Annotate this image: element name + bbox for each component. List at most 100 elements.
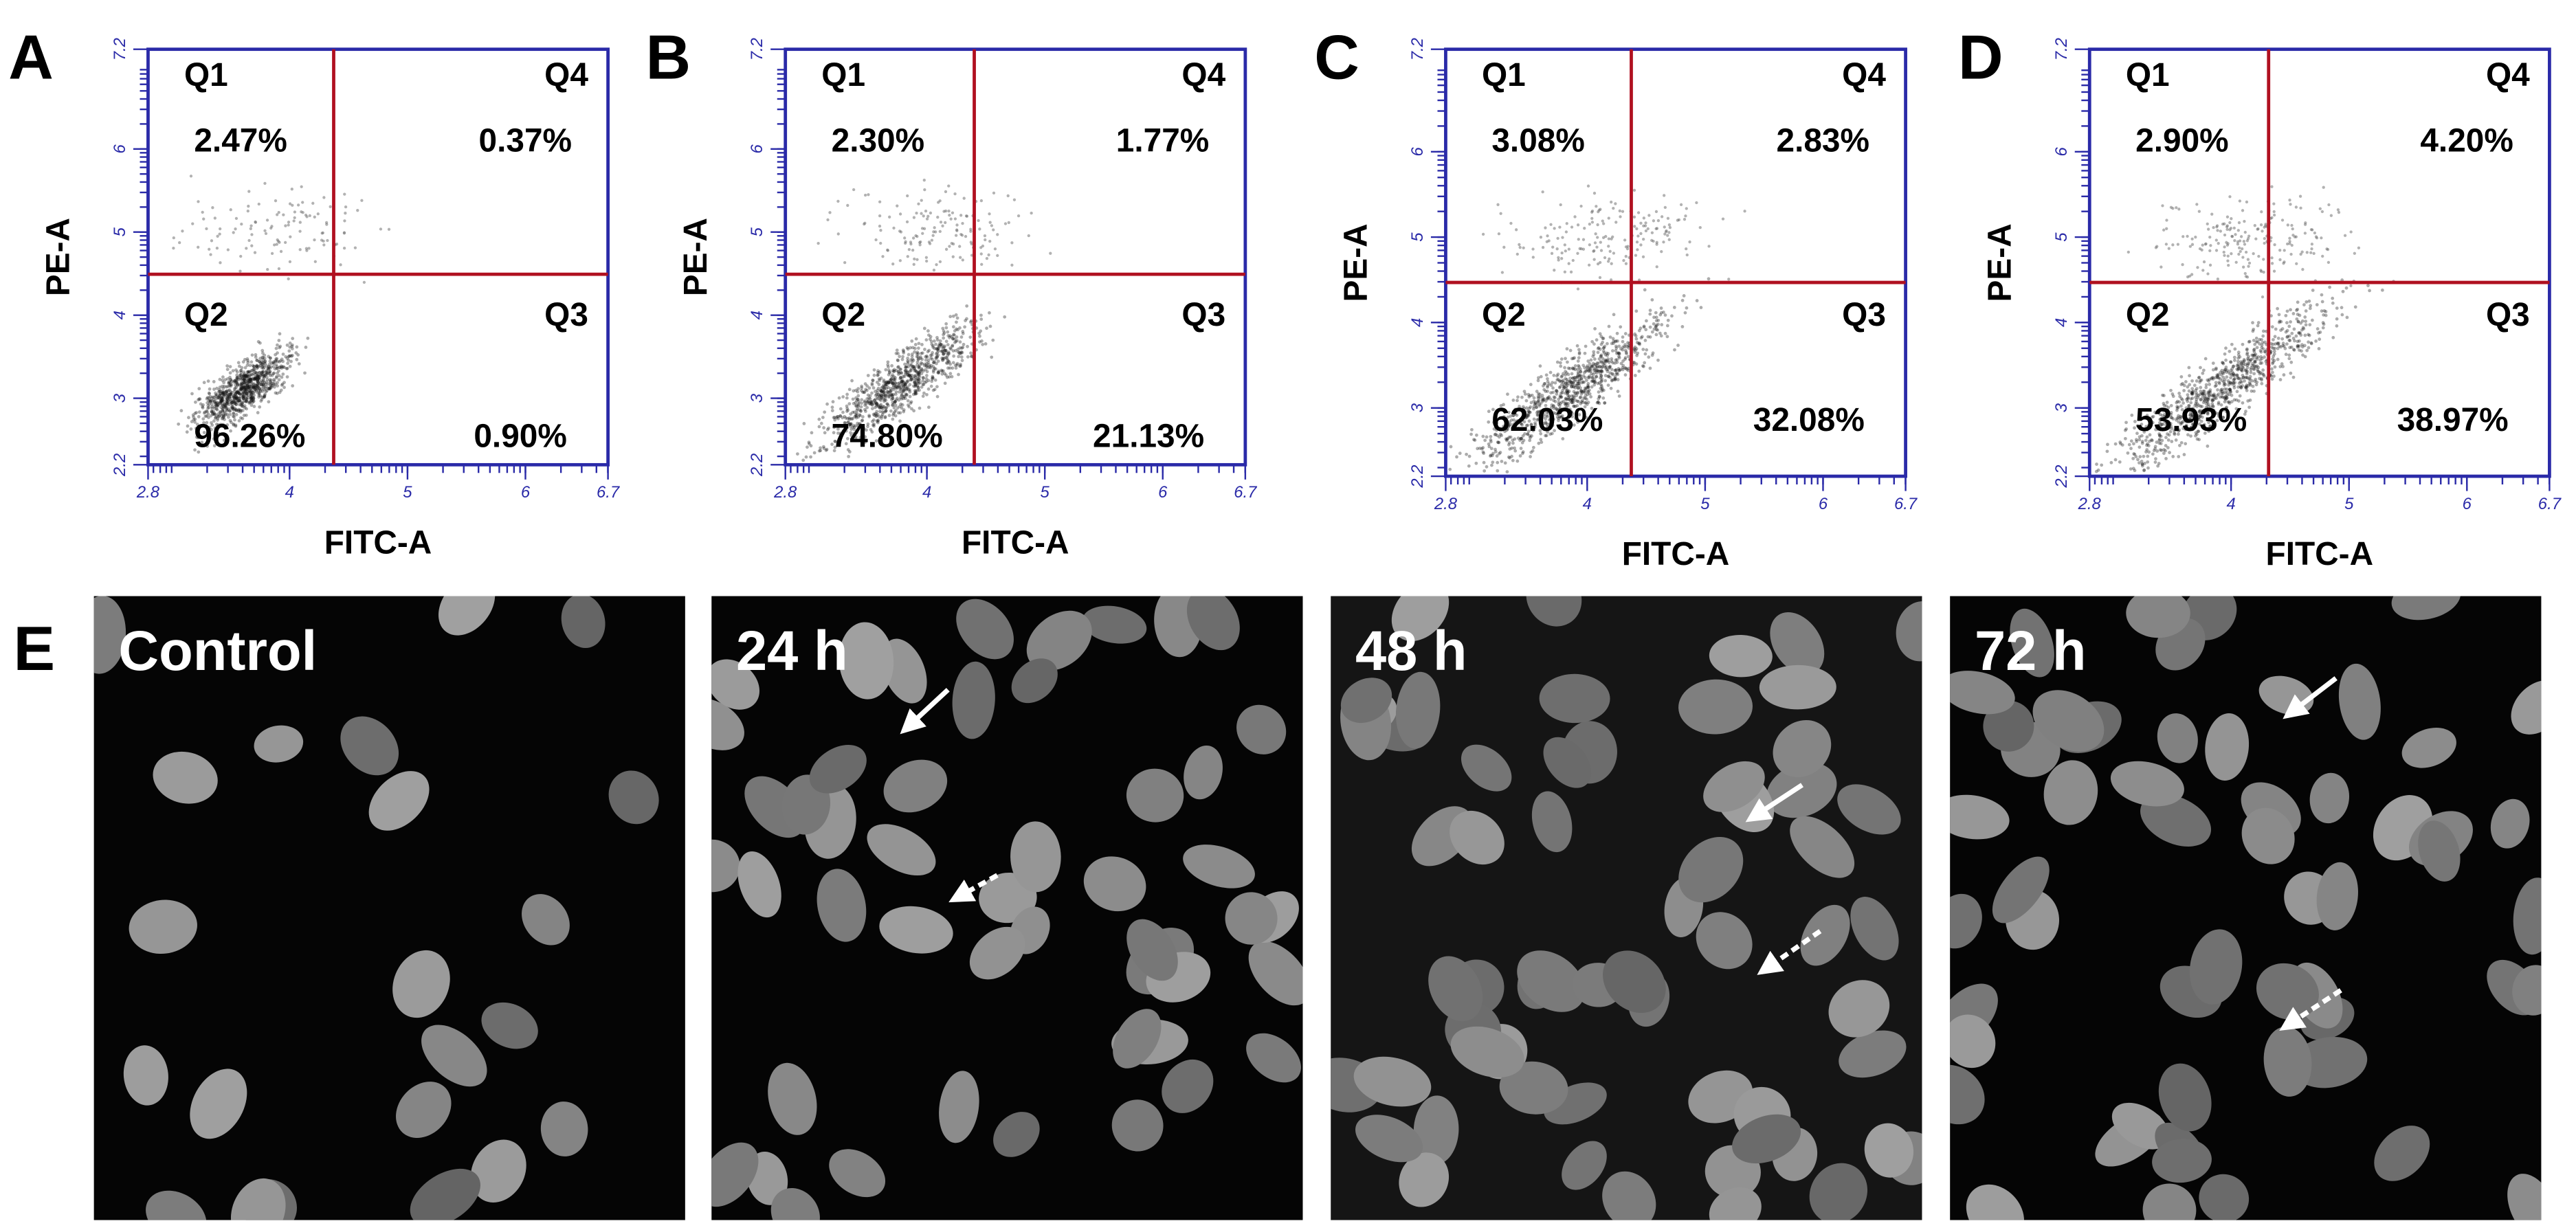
event-dot bbox=[916, 372, 920, 376]
event-dot bbox=[2256, 227, 2259, 231]
event-dot bbox=[269, 385, 274, 389]
event-dot bbox=[191, 222, 195, 225]
event-dot bbox=[241, 387, 245, 391]
event-dot bbox=[2223, 368, 2228, 372]
event-dot bbox=[860, 418, 865, 422]
event-dot bbox=[221, 399, 225, 403]
event-dot bbox=[878, 200, 882, 203]
x-tick-label: 6 bbox=[521, 483, 531, 502]
event-dot bbox=[897, 365, 900, 369]
event-dot bbox=[2320, 236, 2323, 240]
event-dot bbox=[913, 381, 918, 385]
event-dot bbox=[221, 407, 225, 410]
event-dot bbox=[205, 421, 209, 425]
event-dot bbox=[210, 396, 214, 400]
event-dot bbox=[250, 386, 254, 390]
event-dot bbox=[290, 188, 293, 191]
event-dot bbox=[1515, 252, 1519, 256]
event-dot bbox=[1596, 236, 1599, 239]
event-dot bbox=[1553, 396, 1557, 399]
event-dot bbox=[260, 348, 265, 353]
event-dot bbox=[2127, 443, 2131, 447]
event-dot bbox=[845, 396, 849, 400]
event-dot bbox=[254, 377, 258, 381]
event-dot bbox=[220, 398, 224, 402]
event-dot bbox=[1634, 254, 1638, 257]
event-dot bbox=[897, 390, 901, 394]
event-dot bbox=[245, 383, 249, 388]
event-dot bbox=[819, 421, 823, 425]
event-dot bbox=[2234, 233, 2237, 236]
event-dot bbox=[2304, 221, 2307, 225]
event-dot bbox=[190, 420, 194, 423]
event-dot bbox=[219, 405, 223, 410]
event-dot bbox=[245, 392, 249, 396]
event-dot bbox=[2283, 249, 2286, 252]
event-dot bbox=[942, 333, 945, 337]
event-dot bbox=[197, 450, 201, 454]
event-dot bbox=[2199, 385, 2203, 390]
event-dot bbox=[225, 385, 230, 388]
event-dot bbox=[2256, 324, 2260, 328]
event-dot bbox=[342, 232, 346, 235]
event-dot bbox=[844, 416, 848, 420]
event-dot bbox=[253, 251, 257, 254]
event-dot bbox=[1565, 347, 1569, 351]
event-dot bbox=[2263, 241, 2266, 245]
event-dot bbox=[214, 428, 218, 432]
event-dot bbox=[953, 192, 957, 196]
event-dot bbox=[2224, 358, 2228, 362]
event-dot bbox=[928, 365, 932, 369]
event-dot bbox=[1610, 378, 1614, 382]
event-dot bbox=[205, 409, 208, 413]
event-dot bbox=[233, 406, 237, 410]
event-dot bbox=[258, 370, 262, 374]
event-dot bbox=[247, 390, 250, 394]
event-dot bbox=[1577, 352, 1581, 356]
event-dot bbox=[225, 412, 230, 416]
event-dot bbox=[857, 400, 861, 404]
event-dot bbox=[243, 374, 247, 378]
event-dot bbox=[821, 445, 825, 449]
event-dot bbox=[2212, 225, 2215, 230]
event-dot bbox=[1596, 346, 1600, 350]
event-dot bbox=[2285, 328, 2289, 333]
event-dot bbox=[962, 197, 966, 200]
event-dot bbox=[1570, 372, 1574, 376]
event-dot bbox=[2270, 216, 2274, 219]
event-dot bbox=[2130, 413, 2134, 417]
event-dot bbox=[231, 414, 235, 418]
event-dot bbox=[877, 377, 881, 381]
event-dot bbox=[1663, 205, 1667, 210]
event-dot bbox=[2279, 328, 2283, 332]
event-dot bbox=[249, 389, 253, 392]
event-dot bbox=[2314, 235, 2318, 238]
quadrant-percent: 4.20% bbox=[2420, 123, 2513, 159]
event-dot bbox=[1546, 390, 1549, 393]
event-dot bbox=[181, 230, 184, 233]
event-dot bbox=[1654, 323, 1658, 327]
event-dot bbox=[1599, 241, 1602, 244]
event-dot bbox=[887, 381, 891, 385]
event-dot bbox=[836, 415, 840, 418]
event-dot bbox=[215, 414, 219, 418]
event-dot bbox=[926, 333, 931, 337]
event-dot bbox=[890, 364, 894, 368]
event-dot bbox=[919, 240, 922, 244]
event-dot bbox=[2199, 398, 2203, 402]
event-dot bbox=[269, 378, 273, 382]
event-dot bbox=[956, 347, 960, 351]
event-dot bbox=[213, 216, 216, 220]
event-dot bbox=[216, 403, 220, 407]
event-dot bbox=[855, 412, 859, 416]
event-dot bbox=[2187, 366, 2191, 370]
event-dot bbox=[263, 381, 267, 385]
event-dot bbox=[883, 396, 887, 400]
quadrant-percent: 0.37% bbox=[479, 123, 572, 159]
event-dot bbox=[884, 368, 888, 372]
event-dot bbox=[2335, 306, 2339, 310]
event-dot bbox=[897, 384, 901, 388]
event-dot bbox=[924, 377, 929, 381]
event-dot bbox=[1682, 293, 1686, 298]
event-dot bbox=[865, 400, 869, 404]
